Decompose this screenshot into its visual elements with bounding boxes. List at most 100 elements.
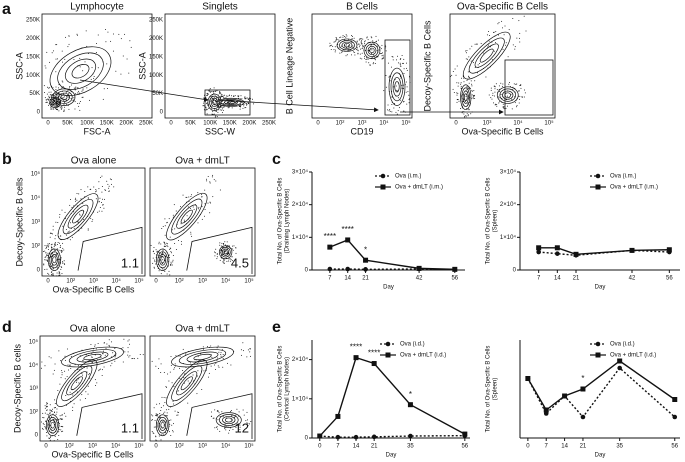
event-dot — [62, 225, 64, 227]
event-dot — [105, 29, 107, 31]
event-dot — [155, 414, 157, 416]
event-dot — [41, 361, 43, 363]
gate — [186, 393, 253, 439]
event-dot — [219, 189, 221, 191]
event-dot — [106, 180, 108, 182]
event-dot — [205, 109, 207, 111]
event-dot — [523, 15, 525, 17]
event-dot — [60, 108, 62, 110]
y-tick-label: 10³ — [29, 386, 38, 392]
contour — [66, 371, 88, 396]
event-dot — [169, 236, 171, 238]
event-dot — [222, 366, 224, 368]
event-dot — [383, 56, 385, 58]
event-dot — [231, 95, 233, 97]
event-dot — [44, 256, 46, 258]
event-dot — [98, 201, 100, 203]
event-dot — [57, 275, 59, 277]
event-dot — [79, 109, 81, 111]
y-tick-label: 200K — [26, 36, 40, 42]
event-dot — [248, 98, 250, 100]
event-dot — [208, 372, 210, 374]
event-dot — [246, 103, 248, 105]
event-dot — [214, 252, 216, 254]
event-dot — [64, 36, 66, 38]
event-dot — [52, 272, 54, 274]
x-tick-label: 0 — [169, 121, 173, 127]
event-dot — [50, 97, 52, 99]
event-dot — [211, 356, 213, 358]
event-dot — [207, 202, 209, 204]
event-dot — [53, 369, 55, 371]
event-dot — [221, 108, 223, 110]
event-dot — [58, 110, 60, 112]
event-dot — [402, 62, 404, 64]
event-dot — [86, 87, 88, 89]
event-dot — [456, 65, 458, 67]
event-dot — [357, 49, 359, 51]
event-dot — [49, 439, 51, 441]
event-dot — [240, 95, 242, 97]
x-tick-label: 10³ — [483, 121, 492, 127]
event-dot — [49, 236, 51, 238]
event-dot — [246, 422, 248, 424]
series-line — [319, 434, 465, 438]
event-dot — [473, 94, 475, 96]
event-dot — [153, 246, 155, 248]
x-tick-label: 10⁴ — [221, 278, 231, 285]
legend-marker — [380, 173, 386, 179]
event-dot — [246, 97, 248, 99]
event-dot — [214, 427, 216, 429]
event-dot — [170, 364, 172, 366]
event-dot — [333, 49, 335, 51]
event-dot — [152, 251, 154, 253]
event-dot — [46, 405, 48, 407]
event-dot — [88, 197, 90, 199]
event-dot — [188, 196, 190, 198]
event-dot — [245, 102, 247, 104]
event-dot — [45, 67, 47, 69]
event-dot — [396, 113, 398, 115]
event-dot — [44, 250, 46, 252]
event-dot — [154, 259, 156, 261]
event-dot — [239, 106, 241, 108]
event-dot — [153, 253, 155, 255]
y-axis-label: (Draining Lymph Nodes) — [285, 189, 291, 254]
event-dot — [202, 348, 204, 350]
event-dot — [226, 260, 228, 262]
event-dot — [173, 204, 175, 206]
event-dot — [79, 57, 81, 59]
contour — [365, 43, 379, 57]
event-dot — [108, 185, 110, 187]
event-dot — [221, 95, 223, 97]
event-dot — [206, 102, 208, 104]
legend-label: Ova + dmLT (i.d.) — [400, 353, 446, 359]
event-dot — [99, 207, 101, 209]
event-dot — [213, 179, 215, 181]
event-dot — [84, 190, 86, 192]
contour — [62, 199, 94, 235]
event-dot — [52, 413, 54, 415]
event-dot — [70, 97, 72, 99]
event-dot — [403, 110, 405, 112]
event-dot — [85, 30, 87, 32]
x-tick-label: 10² — [336, 121, 345, 127]
event-dot — [90, 78, 92, 80]
event-dot — [82, 202, 84, 204]
event-dot — [50, 419, 52, 421]
contour — [49, 251, 60, 269]
event-dot — [78, 378, 80, 380]
x-tick-label: 14 — [561, 444, 568, 450]
event-dot — [61, 273, 63, 275]
event-dot — [500, 94, 502, 96]
event-dot — [230, 364, 232, 366]
event-dot — [60, 235, 62, 237]
event-dot — [59, 383, 61, 385]
x-tick-label: 0 — [46, 121, 50, 127]
event-dot — [182, 348, 184, 350]
event-dot — [519, 95, 521, 97]
event-dot — [52, 225, 54, 227]
event-dot — [90, 343, 92, 345]
event-dot — [216, 90, 218, 92]
plot-title: Lymphocyte — [70, 2, 124, 13]
